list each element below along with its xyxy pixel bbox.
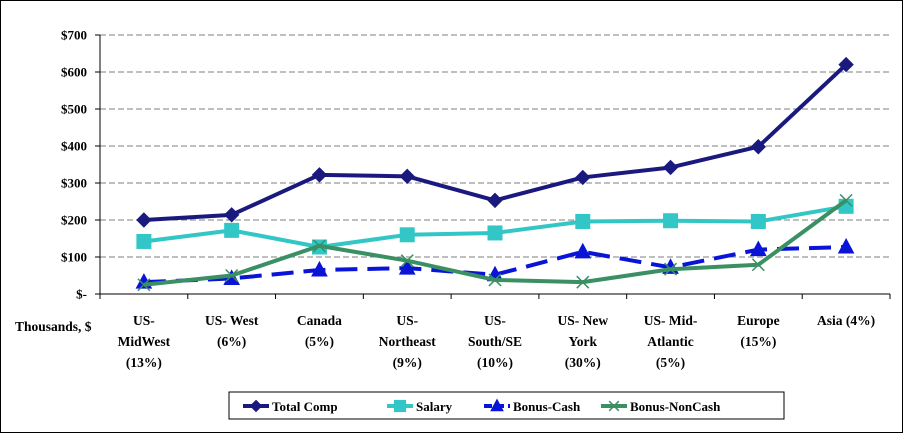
data-point	[136, 233, 152, 249]
x-tick-label-line: US-	[396, 313, 418, 328]
x-tick-label-line: (15%)	[740, 334, 776, 349]
data-point	[574, 242, 592, 259]
x-tick-label-line: US- West	[205, 313, 259, 328]
x-tick-label-line: Asia (4%)	[817, 313, 875, 328]
series-line	[143, 245, 847, 285]
x-tick-label-line: (9%)	[393, 355, 422, 370]
data-point	[749, 240, 767, 257]
y-axis-label: Thousands, $	[15, 319, 92, 334]
data-point	[662, 159, 679, 176]
data-point	[750, 213, 766, 229]
data-point	[488, 273, 502, 287]
x-tick-label: US- Mid- Atlantic (5%)	[644, 313, 698, 370]
series-salary	[136, 198, 854, 255]
x-tick-label-line: US- New	[557, 313, 608, 328]
x-tick-label: Canada (5%)	[297, 313, 342, 349]
y-tick-labels: $- $100 $200 $300 $400 $500 $600 $700	[61, 28, 87, 302]
x-tick-label-line: (5%)	[656, 355, 685, 370]
data-point	[575, 169, 591, 186]
legend-entry: Salary	[387, 399, 453, 414]
x-tick-label-line: (10%)	[477, 355, 513, 370]
data-point	[399, 168, 415, 185]
x-tick-label-line: Atlantic	[647, 334, 694, 349]
data-point	[750, 139, 767, 155]
data-point	[399, 227, 415, 243]
legend-swatch-marker	[393, 399, 407, 413]
legend-entry: Bonus-Cash	[484, 398, 581, 414]
data-point	[487, 192, 503, 209]
data-point	[137, 278, 151, 292]
x-tick-label-line: (6%)	[217, 334, 246, 349]
legend-swatch-marker	[490, 398, 504, 412]
data-point	[311, 167, 328, 183]
data-point	[225, 268, 239, 283]
legend-entry: Bonus-NonCash	[601, 399, 721, 414]
data-point	[312, 239, 326, 253]
data-point	[837, 237, 855, 254]
series-total-comp	[136, 56, 854, 228]
data-point	[398, 259, 416, 275]
y-tick-label: $700	[61, 28, 87, 43]
x-tick-label-line: (30%)	[565, 355, 601, 370]
x-tick-label-line: York	[569, 334, 598, 349]
legend-label: Bonus-Cash	[513, 399, 581, 414]
y-tick-label: $300	[61, 176, 87, 191]
x-tick-label: US- West (6%)	[205, 313, 259, 349]
legend-swatch-marker	[249, 399, 263, 413]
axes	[95, 34, 891, 299]
data-point	[751, 258, 765, 272]
legend-label: Bonus-NonCash	[630, 399, 721, 414]
data-point	[311, 260, 328, 277]
x-tick-label-line: US- Mid-	[644, 313, 698, 328]
y-tick-label: $500	[61, 102, 87, 117]
legend-swatch-marker	[608, 400, 620, 412]
legend-label: Salary	[416, 399, 453, 414]
data-point	[223, 207, 240, 223]
data-point	[839, 193, 853, 207]
legend-label: Total Comp	[272, 399, 338, 414]
legend-entry: Total Comp	[243, 399, 338, 414]
legend: Total Comp Salary Bonus-Cash Bonus-NonCash	[228, 391, 785, 420]
x-tick-label-line: Northeast	[379, 334, 436, 349]
x-tick-label: Asia (4%)	[817, 313, 875, 328]
data-point	[664, 262, 678, 276]
data-point	[575, 213, 591, 229]
y-tick-label: $-	[76, 287, 87, 302]
x-tick-label-line: Canada	[297, 313, 342, 328]
data-point	[224, 222, 240, 238]
data-point	[576, 275, 590, 289]
y-tick-label: $100	[61, 250, 87, 265]
legend-box	[228, 391, 785, 420]
x-tick-label: US- New York (30%)	[557, 313, 608, 370]
x-tick-label-line: (13%)	[126, 355, 162, 370]
data-point	[136, 212, 152, 228]
series-bonus-noncash	[137, 193, 853, 292]
x-tick-label: US- South/SE (10%)	[468, 313, 522, 370]
x-tick-label-line: (5%)	[305, 334, 334, 349]
x-tick-label-line: US-	[133, 313, 155, 328]
y-tick-label: $200	[61, 213, 87, 228]
x-tick-label-line: US-	[484, 313, 506, 328]
x-tick-labels: US-MidWest (13%)US- West (6%)Canada (5%)US-…	[118, 313, 876, 370]
y-tick-label: $600	[61, 65, 87, 80]
x-tick-label: US- MidWest (13%)	[118, 313, 171, 370]
x-tick-label-line: South/SE	[468, 334, 522, 349]
x-tick-label: Europe (15%)	[737, 313, 780, 349]
data-point	[487, 225, 503, 241]
x-tick-label-line: Europe	[737, 313, 780, 328]
series-group	[135, 56, 855, 292]
data-point	[838, 56, 854, 73]
data-point	[663, 213, 679, 229]
data-point	[400, 254, 414, 268]
x-tick-label: US- Northeast (9%)	[379, 313, 436, 370]
y-tick-label: $400	[61, 139, 87, 154]
x-tick-label-line: MidWest	[118, 334, 171, 349]
